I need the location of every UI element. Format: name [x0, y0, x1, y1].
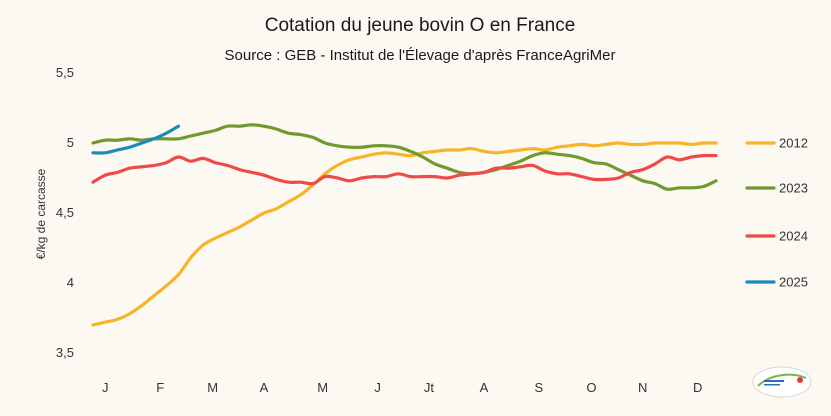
x-tick-label: F [156, 380, 164, 395]
y-tick-label: 3,5 [56, 345, 74, 360]
series-line-2024 [91, 153, 718, 186]
y-axis-label: €/kg de carcasse [34, 168, 48, 259]
legend: 2012 2023 2024 2025 [745, 136, 808, 290]
series-line-2025 [91, 124, 181, 155]
idele-logo [752, 366, 812, 398]
x-tick-label: A [260, 380, 269, 395]
x-tick-label: Jt [424, 380, 435, 395]
legend-label-2024: 2024 [779, 229, 808, 244]
y-tick-label: 4 [67, 275, 74, 290]
x-tick-label: S [535, 380, 544, 395]
series-line-2023 [91, 123, 718, 191]
x-tick-label: O [586, 380, 596, 395]
y-axis-ticks: 3,5 4 4,5 5 5,5 [56, 65, 74, 360]
plot-lines [91, 123, 718, 327]
legend-label-2025: 2025 [779, 275, 808, 290]
x-tick-label: J [374, 380, 381, 395]
chart-title: Cotation du jeune bovin O en France [265, 15, 576, 36]
x-tick-label: D [693, 380, 702, 395]
series-line-2012 [91, 141, 718, 327]
x-axis-ticks: J F M A M J Jt A S O N D [102, 380, 702, 395]
y-tick-label: 4,5 [56, 205, 74, 220]
y-tick-label: 5 [67, 135, 74, 150]
x-tick-label: N [638, 380, 647, 395]
x-tick-label: J [102, 380, 109, 395]
y-tick-label: 5,5 [56, 65, 74, 80]
chart-subtitle: Source : GEB - Institut de l'Élevage d'a… [225, 47, 616, 64]
x-tick-label: M [207, 380, 218, 395]
legend-label-2023: 2023 [779, 181, 808, 196]
x-tick-label: M [317, 380, 328, 395]
x-tick-label: A [480, 380, 489, 395]
legend-label-2012: 2012 [779, 136, 808, 151]
